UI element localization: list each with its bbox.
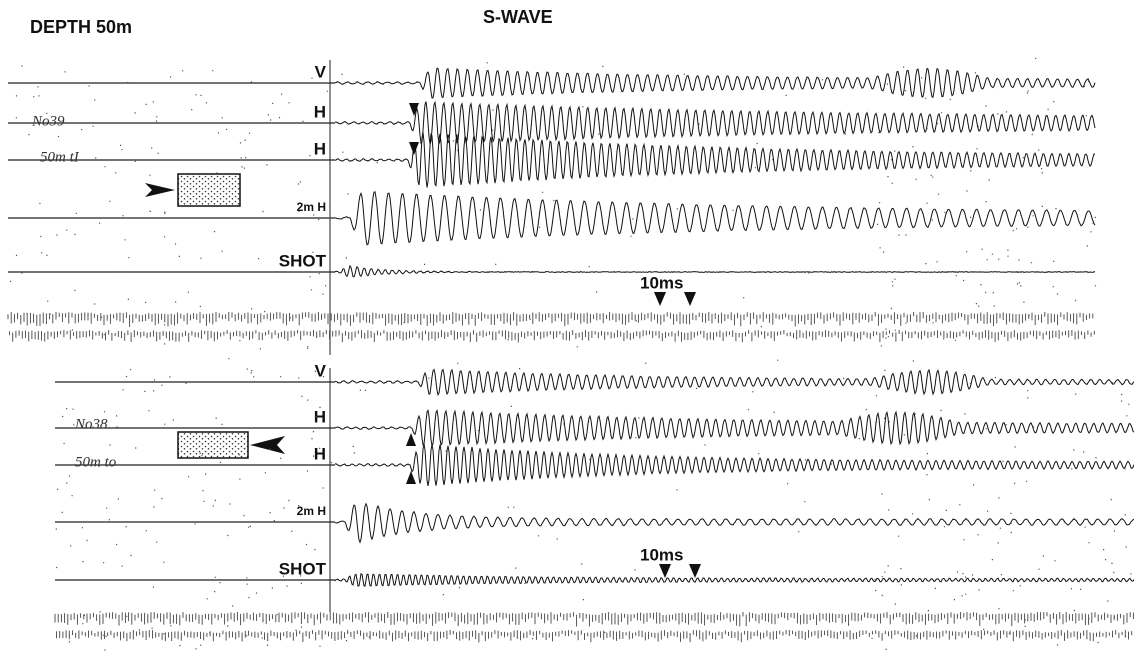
timing-label: 10ms (640, 273, 683, 292)
source-box (178, 432, 248, 458)
waveform (335, 410, 1134, 445)
waveform (335, 370, 1134, 395)
seismic-figure: DEPTH 50m S-WAVE VHH2m HSHOTNo3950m tI10… (0, 0, 1134, 657)
source-box (178, 174, 240, 206)
timing-arrow (654, 292, 666, 306)
waveform (335, 574, 1134, 586)
timing-label: 10ms (640, 545, 683, 564)
waveform (335, 132, 1095, 187)
trace-label: H (314, 444, 326, 463)
waveform (335, 504, 1134, 543)
trace-label: 2m H (297, 504, 326, 518)
trace-label: H (314, 102, 326, 121)
print-speckle (56, 359, 1134, 650)
timing-arrow (684, 292, 696, 306)
waveform (335, 68, 1095, 98)
trace-label: V (315, 361, 327, 380)
source-arrow (145, 183, 175, 197)
print-speckle (10, 58, 1096, 348)
waveform (335, 192, 1095, 245)
timing-arrow (689, 564, 701, 578)
waveform (335, 266, 1095, 277)
onset-arrow (406, 471, 416, 484)
trace-label: 2m H (297, 200, 326, 214)
record-number: No38 (74, 416, 108, 432)
trace-label: V (315, 62, 327, 81)
record-note: 50m tI (40, 149, 80, 165)
figure-title: DEPTH 50m (30, 17, 132, 37)
onset-arrow (406, 433, 416, 446)
trace-label: SHOT (279, 559, 327, 578)
trace-label: H (314, 407, 326, 426)
trace-label: SHOT (279, 251, 327, 270)
figure-subtitle: S-WAVE (483, 7, 553, 27)
trace-label: H (314, 139, 326, 158)
source-arrow (250, 436, 285, 454)
record-note: 50m to (75, 454, 117, 470)
timing-marks (8, 312, 1094, 342)
timing-arrow (659, 564, 671, 578)
waveform (335, 444, 1134, 486)
timing-marks (55, 612, 1134, 642)
record-number: No39 (31, 113, 65, 129)
